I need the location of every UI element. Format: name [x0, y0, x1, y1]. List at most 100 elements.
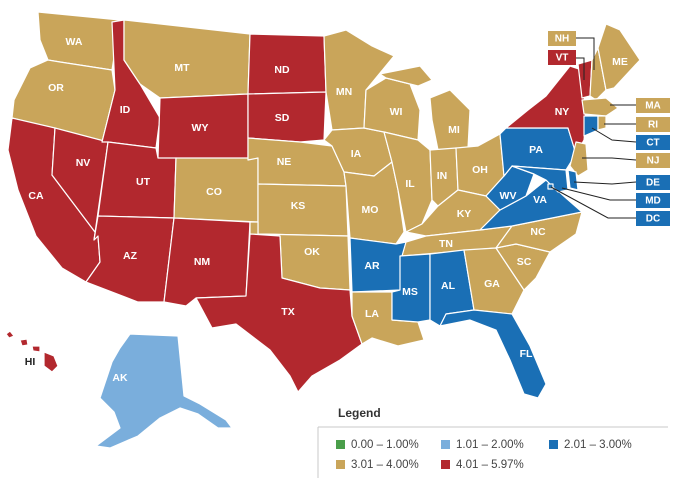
callout-ct[interactable]: CT — [636, 135, 670, 150]
state-hi[interactable] — [5, 330, 59, 373]
label-fl: FL — [520, 348, 533, 360]
callout-nj-label: NJ — [647, 156, 660, 167]
callout-de-label: DE — [646, 178, 660, 189]
label-wv: WV — [500, 190, 517, 202]
callout-ma-label: MA — [645, 101, 661, 112]
callout-dc-label: DC — [646, 214, 660, 225]
label-sc: SC — [517, 256, 532, 268]
state-sd[interactable] — [247, 91, 327, 143]
state-mo[interactable] — [343, 161, 405, 245]
callout-ri[interactable]: RI — [636, 117, 670, 132]
label-ar: AR — [364, 260, 380, 272]
callout-de[interactable]: DE — [636, 175, 670, 190]
legend-swatch-5 — [441, 460, 450, 469]
states-layer — [5, 11, 641, 449]
state-tx[interactable] — [195, 233, 363, 393]
legend-swatch-1 — [336, 440, 345, 449]
label-va: VA — [533, 194, 547, 206]
legend-label-2: 1.01 – 2.00% — [456, 439, 524, 451]
callout-nh[interactable]: NH — [548, 31, 576, 46]
label-wi: WI — [390, 106, 403, 118]
label-nd: ND — [274, 64, 290, 76]
state-me[interactable] — [597, 23, 641, 91]
callout-vt-label: VT — [556, 53, 569, 64]
leader-vt — [576, 57, 585, 80]
label-co: CO — [206, 186, 222, 198]
label-ok: OK — [304, 246, 320, 258]
leader-nj — [582, 157, 637, 161]
label-in: IN — [437, 170, 448, 182]
state-nj[interactable] — [569, 141, 589, 177]
state-callouts: NH VT MA RI CT NJ DE MD — [548, 31, 670, 226]
state-fl[interactable] — [439, 309, 547, 399]
legend-title: Legend — [338, 406, 381, 420]
state-mt[interactable] — [123, 19, 251, 99]
label-il: IL — [405, 178, 415, 190]
label-ut: UT — [136, 176, 151, 188]
label-nc: NC — [530, 226, 546, 238]
legend-swatch-3 — [549, 440, 558, 449]
callout-vt[interactable]: VT — [548, 50, 576, 65]
label-tx: TX — [281, 306, 294, 318]
callout-ma[interactable]: MA — [636, 98, 670, 113]
label-ky: KY — [457, 208, 472, 220]
label-mi: MI — [448, 124, 460, 136]
label-ne: NE — [277, 156, 292, 168]
callout-nj[interactable]: NJ — [636, 153, 670, 168]
leader-de — [573, 181, 637, 185]
legend-label-1: 0.00 – 1.00% — [351, 439, 419, 451]
label-me: ME — [612, 56, 628, 68]
legend: Legend 0.00 – 1.00% 1.01 – 2.00% 2.01 – … — [317, 406, 668, 478]
state-dc[interactable] — [547, 183, 554, 190]
label-al: AL — [441, 280, 456, 292]
label-sd: SD — [275, 112, 290, 124]
state-ri[interactable] — [597, 115, 607, 131]
leader-nh — [576, 37, 595, 70]
label-ny: NY — [555, 106, 570, 118]
leader-dc — [550, 186, 636, 219]
label-la: LA — [365, 308, 379, 320]
label-nm: NM — [194, 256, 211, 268]
state-ct[interactable] — [583, 115, 599, 137]
legend-swatch-4 — [336, 460, 345, 469]
state-labels: WA OR CA NV ID MT WY UT AZ CO NM ND SD N… — [25, 36, 628, 384]
callout-dc[interactable]: DC — [636, 211, 670, 226]
label-mo: MO — [362, 204, 379, 216]
legend-label-4: 3.01 – 4.00% — [351, 459, 419, 471]
callout-ri-label: RI — [648, 120, 658, 131]
leader-md — [561, 187, 636, 201]
legend-swatch-2 — [441, 440, 450, 449]
label-id: ID — [120, 104, 131, 116]
label-mn: MN — [336, 86, 352, 98]
label-tn: TN — [439, 238, 453, 250]
callout-md[interactable]: MD — [636, 193, 670, 208]
label-hi: HI — [25, 356, 36, 368]
label-az: AZ — [123, 250, 138, 262]
label-ca: CA — [28, 190, 44, 202]
label-ms: MS — [402, 286, 418, 298]
label-ak: AK — [112, 372, 128, 384]
label-oh: OH — [472, 164, 488, 176]
state-ga[interactable] — [463, 247, 525, 315]
callout-md-label: MD — [645, 196, 661, 207]
callout-ct-label: CT — [646, 138, 659, 149]
state-ma[interactable] — [581, 97, 619, 117]
legend-label-5: 4.01 – 5.97% — [456, 459, 524, 471]
label-pa: PA — [529, 144, 543, 156]
label-wy: WY — [192, 122, 209, 134]
state-ak[interactable] — [95, 333, 233, 449]
label-ks: KS — [291, 200, 306, 212]
label-wa: WA — [66, 36, 83, 48]
label-ia: IA — [351, 148, 362, 160]
callout-nh-label: NH — [555, 34, 569, 45]
label-or: OR — [48, 82, 64, 94]
state-de[interactable] — [567, 169, 579, 191]
state-md[interactable] — [511, 165, 569, 193]
label-mt: MT — [174, 62, 190, 74]
legend-label-3: 2.01 – 3.00% — [564, 439, 632, 451]
label-nv: NV — [76, 157, 91, 169]
leader-ct — [591, 127, 637, 143]
state-va[interactable] — [479, 179, 583, 231]
label-ga: GA — [484, 278, 500, 290]
